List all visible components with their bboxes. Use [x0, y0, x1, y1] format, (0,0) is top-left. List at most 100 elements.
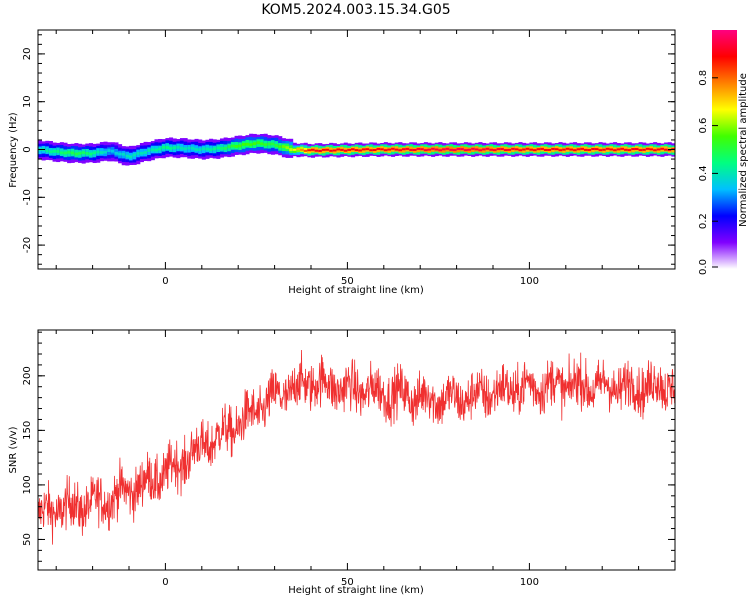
heatmap-cell-115: [139, 151, 144, 155]
xtick-label-0: 0: [162, 276, 168, 287]
heatmap-cell-679: [653, 149, 658, 152]
snr-series-line: [37, 349, 676, 545]
heatmap-cell-499: [489, 148, 494, 151]
heatmap-cell-39: [70, 151, 75, 155]
heatmap-cell-159: [179, 146, 184, 150]
colorbar-ticks: 0.0 0.2 0.4 0.6 0.8: [698, 70, 718, 275]
xtick-label-50: 50: [341, 577, 354, 588]
heatmap-cell-347: [351, 148, 356, 151]
ytick-label-20: 20: [22, 48, 33, 61]
heatmap-cell-403: [402, 148, 407, 151]
colorbar-label: Normalized spectral amplitude: [738, 73, 749, 227]
heatmap-cell-475: [467, 148, 472, 151]
heatmap-cell-23: [56, 150, 61, 153]
heatmap-cell-199: [216, 146, 221, 150]
colorbar-tick-label-0.2: 0.2: [698, 213, 709, 229]
colorbar-tick-label-0.8: 0.8: [698, 70, 709, 86]
heatmap-cell-671: [645, 147, 650, 150]
heatmap-cell-335: [340, 148, 345, 151]
heatmap-cell-43: [74, 152, 79, 156]
heatmap-cell-463: [456, 148, 461, 151]
heatmap-cell-555: [540, 147, 545, 150]
heatmap-cell-79: [107, 149, 112, 153]
heatmap-cell-675: [649, 148, 654, 151]
heatmap-cell-427: [423, 149, 428, 152]
ytick-label-100: 100: [22, 475, 33, 494]
heatmap-cell-131: [154, 148, 159, 152]
heatmap-cell-167: [187, 146, 192, 150]
heatmap-cell-635: [613, 149, 618, 152]
xtick-label-100: 100: [520, 276, 539, 287]
heatmap-cell-239: [252, 142, 257, 146]
heatmap-cell-279: [289, 148, 294, 152]
heatmap-cell-283: [292, 148, 297, 151]
heatmap-cell-487: [478, 149, 483, 152]
heatmap-cell-647: [624, 148, 629, 151]
spectrogram-ylabel: Frequency (Hz): [8, 112, 19, 188]
heatmap-cell-355: [358, 149, 363, 152]
heatmap-cell-263: [274, 144, 279, 148]
heatmap-cell-267: [278, 145, 283, 149]
heatmap-cell-599: [580, 147, 585, 150]
heatmap-cell-31: [63, 151, 68, 155]
heatmap-cell-311: [318, 149, 323, 152]
heatmap-cell-243: [256, 141, 261, 145]
heatmap-cell-211: [227, 145, 232, 149]
heatmap-cell-87: [114, 151, 119, 155]
xtick-label-0: 0: [162, 577, 168, 588]
heatmap-cell-651: [627, 149, 632, 152]
heatmap-cell-683: [656, 148, 661, 151]
heatmap-cell-687: [660, 147, 665, 150]
heatmap-cell-203: [220, 146, 225, 150]
heatmap-cell-691: [664, 148, 669, 151]
heatmap-cell-295: [303, 149, 308, 152]
heatmap-cell-575: [558, 149, 563, 152]
heatmap-cell-643: [620, 147, 625, 150]
spectrogram-xlabel: Height of straight line (km): [288, 285, 424, 296]
heatmap-cell-287: [296, 148, 301, 151]
heatmap-cell-75: [103, 150, 108, 154]
heatmap-cell-367: [369, 149, 374, 152]
heatmap-cell-91: [118, 152, 123, 156]
heatmap-cell-495: [485, 147, 490, 150]
heatmap-cell-467: [460, 148, 465, 151]
heatmap-cell-491: [482, 148, 487, 151]
heatmap-cell-315: [321, 148, 326, 151]
ytick-label-0: 0: [22, 146, 33, 152]
heatmap-cell-123: [147, 149, 152, 152]
heatmap-cell-591: [573, 149, 578, 152]
heatmap-cell-627: [605, 147, 610, 150]
heatmap-cell-227: [241, 142, 246, 146]
heatmap-cell-571: [554, 148, 559, 151]
snr-ylabel: SNR (v/v): [8, 426, 19, 473]
ytick-label--10: -10: [22, 189, 33, 205]
heatmap-cell-99: [125, 154, 130, 158]
ytick-label-50: 50: [22, 533, 33, 546]
heatmap-cell-659: [634, 148, 639, 151]
heatmap-cell-547: [533, 149, 538, 152]
heatmap-cell-631: [609, 148, 614, 151]
heatmap-cell-275: [285, 146, 290, 150]
heatmap-cell-191: [209, 148, 214, 152]
heatmap-cell-83: [110, 149, 115, 153]
heatmap-cell-163: [183, 147, 188, 151]
heatmap-cell-519: [507, 148, 512, 151]
heatmap-cell-607: [587, 149, 592, 152]
heatmap-cell-595: [576, 148, 581, 151]
heatmap-cell-527: [514, 148, 519, 151]
heatmap-cell-195: [212, 147, 217, 151]
colorbar-gradient: [712, 30, 737, 269]
heatmap-cell-695: [667, 149, 672, 152]
heatmap-cell-207: [223, 146, 228, 150]
heatmap-cell-27: [59, 151, 64, 155]
heatmap-cell-543: [529, 148, 534, 151]
heatmap-cell-563: [547, 148, 552, 151]
heatmap-cell-615: [594, 148, 599, 151]
heatmap-cell-399: [398, 149, 403, 152]
heatmap-cell-187: [205, 147, 210, 151]
heatmap-cell-147: [169, 147, 174, 150]
ytick-label-10: 10: [22, 95, 33, 108]
heatmap-cell-327: [332, 149, 337, 152]
heatmap-cell-47: [78, 151, 83, 155]
heatmap-cell-111: [136, 151, 141, 155]
